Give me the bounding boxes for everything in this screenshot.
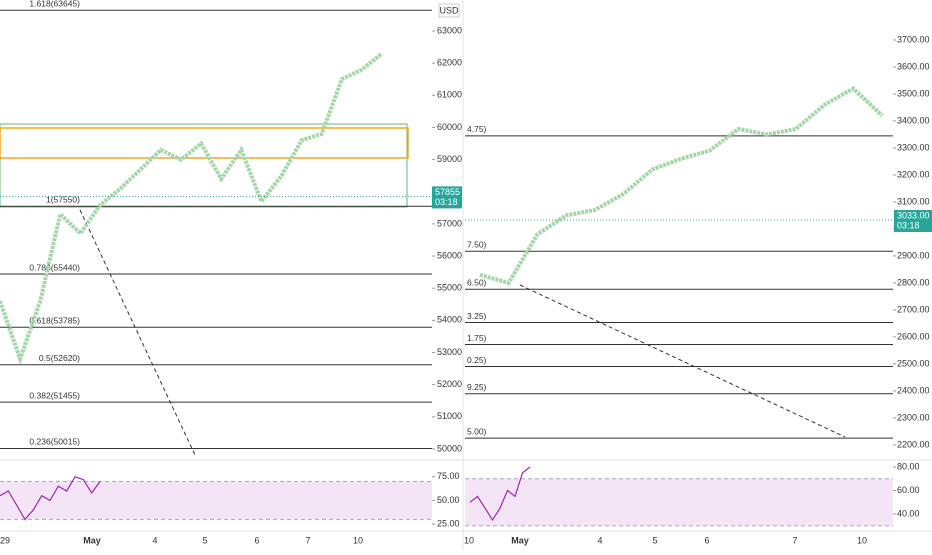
rsi-band — [0, 481, 432, 520]
rsi-line — [469, 466, 531, 522]
last-price-box — [432, 186, 462, 209]
rsi-band — [465, 478, 893, 526]
y-tick-label: 54000 — [437, 315, 462, 325]
y-tick-label: 62000 — [437, 58, 462, 68]
x-tick-label: 10 — [857, 535, 867, 545]
x-tick-label: 7 — [305, 535, 310, 545]
fib-label: 6.50) — [467, 278, 487, 288]
fib-label: 0.236(50015) — [29, 437, 80, 447]
x-tick-label: 6 — [254, 535, 259, 545]
last-price-box — [894, 210, 932, 233]
y-tick-label: 51000 — [437, 411, 462, 421]
x-tick-label: May — [511, 535, 529, 545]
last-price-label: 57855 — [435, 187, 460, 197]
fib-label: 9.25) — [467, 382, 487, 392]
x-tick-label: 5 — [652, 535, 657, 545]
y-tick-label: 3400.00 — [897, 115, 930, 125]
fib-label: 1(57550) — [46, 194, 80, 204]
rsi-tick-label: 80.00 — [897, 461, 920, 471]
fib-label: 1.75) — [467, 333, 487, 343]
y-tick-label: 3200.00 — [897, 169, 930, 179]
fib-label: 0.5(52620) — [39, 353, 80, 363]
y-tick-label: 2300.00 — [897, 412, 930, 422]
x-tick-label: 5 — [202, 535, 207, 545]
fib-label: 0.786(55440) — [29, 262, 80, 272]
y-tick-label: 3500.00 — [897, 88, 930, 98]
rsi-tick-label: 40.00 — [897, 508, 920, 518]
y-tick-label: 63000 — [437, 25, 462, 35]
y-tick-label: 2600.00 — [897, 331, 930, 341]
y-tick-label: 3700.00 — [897, 34, 930, 44]
y-tick-label: 55000 — [437, 283, 462, 293]
y-tick-label: 60000 — [437, 122, 462, 132]
currency: USD — [439, 5, 459, 15]
rsi-tick-label: 25.00 — [437, 518, 460, 528]
y-tick-label: 57000 — [437, 218, 462, 228]
y-tick-label: 2900.00 — [897, 250, 930, 260]
range-box — [0, 123, 408, 208]
y-tick-label: 2800.00 — [897, 277, 930, 287]
x-tick-label: 7 — [792, 535, 797, 545]
rsi-tick-label: 75.00 — [437, 471, 460, 481]
x-tick-label: 4 — [597, 535, 602, 545]
trend-line — [519, 284, 846, 438]
last-price-label: 3033.00 — [897, 210, 930, 220]
x-tick-label: May — [83, 535, 101, 545]
fib-label: 0.25) — [467, 355, 487, 365]
currency-box — [438, 3, 460, 18]
y-tick-label: 2200.00 — [897, 439, 930, 449]
y-tick-label: 2500.00 — [897, 358, 930, 368]
fib-label: 4.75) — [467, 124, 487, 134]
rsi-tick-label: 60.00 — [897, 485, 920, 495]
y-tick-label: 56000 — [437, 250, 462, 260]
y-tick-label: 59000 — [437, 154, 462, 164]
x-tick-label: 6 — [704, 535, 709, 545]
price-line — [479, 86, 884, 286]
rsi-tick-label: 50.00 — [437, 495, 460, 505]
trend-line — [79, 209, 197, 458]
y-tick-label: 2400.00 — [897, 385, 930, 395]
fib-label: 0.382(51455) — [29, 390, 80, 400]
x-tick-label: 10 — [464, 535, 474, 545]
zone-box — [0, 127, 409, 159]
fib-label: 7.50) — [467, 239, 487, 249]
y-tick-label: 52000 — [437, 379, 462, 389]
y-tick-label: 50000 — [437, 443, 462, 453]
rsi-line — [0, 476, 101, 521]
price-line — [0, 51, 384, 365]
y-tick-label: 53000 — [437, 347, 462, 357]
y-tick-label: 2700.00 — [897, 304, 930, 314]
y-tick-label: 3100.00 — [897, 196, 930, 206]
countdown: 03:18 — [435, 197, 458, 207]
x-tick-label: 29 — [0, 535, 10, 545]
fib-label: 3.25) — [467, 311, 487, 321]
x-tick-label: 4 — [152, 535, 157, 545]
fib-label: 5.00) — [467, 426, 487, 436]
y-tick-label: 3600.00 — [897, 61, 930, 71]
y-tick-label: 3300.00 — [897, 142, 930, 152]
fib-label: 1.618(63645) — [29, 0, 80, 9]
countdown: 03:18 — [897, 220, 920, 230]
y-tick-label: 61000 — [437, 90, 462, 100]
x-tick-label: 10 — [353, 535, 363, 545]
fib-label: 0.618(53785) — [29, 316, 80, 326]
